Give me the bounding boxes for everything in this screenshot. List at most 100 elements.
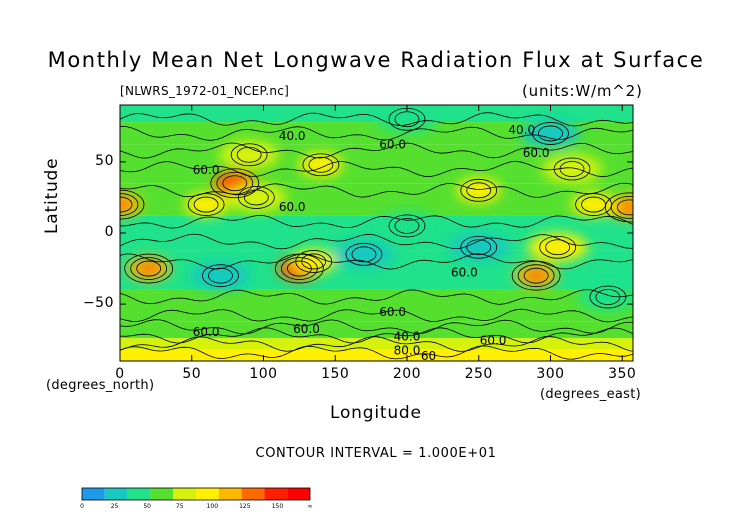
contour-line <box>120 253 633 270</box>
contour-ring <box>388 214 426 238</box>
colorbar-swatch <box>127 488 151 500</box>
contour-ring <box>120 196 133 213</box>
field-region <box>448 233 509 262</box>
field-region <box>219 140 280 169</box>
colorbar-swatch <box>82 488 105 500</box>
contour-ring <box>532 122 569 145</box>
contour-ring <box>345 242 383 266</box>
colorbar-tick-label: 0 <box>80 503 84 510</box>
contour-line <box>120 182 633 198</box>
contour-ring <box>605 192 633 223</box>
x-tick-label: 250 <box>464 366 493 382</box>
colorbar-tick-label: 50 <box>143 503 151 510</box>
x-tick-label: 150 <box>321 366 350 382</box>
colorbar-swatch <box>218 488 242 500</box>
colorbar-swatch <box>173 488 196 500</box>
contour-ring <box>595 289 621 305</box>
contour-label: 60.0 <box>379 137 406 151</box>
colorbar-swatch <box>264 488 288 500</box>
contour-ring <box>295 250 333 273</box>
contour-ring <box>575 193 612 216</box>
colorbar-swatch <box>196 488 219 500</box>
x-tick-label: 0 <box>115 366 125 382</box>
colorbar-swatch <box>150 488 174 500</box>
contour-line <box>120 289 633 305</box>
field-region <box>190 261 251 290</box>
contour-ring <box>460 235 498 259</box>
field-region <box>571 192 616 217</box>
colorbar-frame <box>81 487 311 501</box>
field-band <box>120 105 633 123</box>
contour-ring <box>611 196 633 219</box>
y-axis-title: Latitude <box>42 157 62 234</box>
contour-ring <box>243 189 269 206</box>
contour-line <box>120 142 633 159</box>
contour-labels: 40.0 40.0 60.0 60.0 60.0 60.0 60.0 60.0 60.0 60.0… <box>193 123 550 363</box>
field-region <box>542 155 603 183</box>
x-tick-label: 100 <box>249 366 278 382</box>
contour-ring <box>230 143 268 167</box>
contour-ring <box>553 157 591 181</box>
contour-line <box>120 308 633 323</box>
contour-ring <box>517 264 555 288</box>
contour-ring <box>466 182 492 199</box>
contour-line <box>120 335 633 352</box>
flux-field <box>120 105 633 361</box>
contour-ring <box>120 193 139 216</box>
field-region <box>184 192 229 217</box>
field-region <box>226 183 287 212</box>
contour-interval-text: CONTOUR INTERVAL = 1.000E+01 <box>255 446 497 461</box>
contour-ring <box>210 168 260 199</box>
x-tick-label: 50 <box>182 366 202 382</box>
contour-ring <box>394 217 420 234</box>
contour-ring <box>351 246 377 263</box>
y-unit-label: (degrees_north) <box>46 378 155 393</box>
contour-label: 40.0 <box>279 129 306 143</box>
field-region-core <box>137 262 160 275</box>
contour-ring <box>466 239 492 256</box>
contour-line <box>120 345 633 360</box>
x-tick-label: 350 <box>608 366 637 382</box>
contour-line <box>120 233 633 250</box>
contour-label: 80.0 <box>394 344 421 358</box>
field-band <box>120 338 633 350</box>
field-region-core <box>618 201 633 214</box>
colorbar-tick-label: 150 <box>271 503 284 510</box>
contour-label: 40.0 <box>394 329 421 343</box>
contour-ring <box>539 235 577 259</box>
contour-ring <box>208 267 233 284</box>
field-band <box>120 289 633 322</box>
field-region <box>520 119 581 148</box>
contour-ring <box>193 196 219 213</box>
y-tick-label: 50 <box>95 152 114 169</box>
field-region-core <box>120 198 131 211</box>
contour-line <box>120 126 633 141</box>
chart-subtitle: [NLWRS_1972-01_NCEP.nc] <box>120 84 290 98</box>
contour-ring <box>523 267 549 284</box>
contour-label: 60.0 <box>193 163 220 177</box>
contour-line <box>120 112 633 127</box>
x-axis-title: Longitude <box>330 403 422 423</box>
field-region <box>577 283 633 311</box>
contour-label: 60.0 <box>379 305 406 319</box>
contour-ring <box>545 239 571 256</box>
chart-title: Monthly Mean Net Longwave Radiation Flux… <box>47 48 705 72</box>
contour-ring <box>237 186 275 209</box>
contour-ring <box>394 111 420 128</box>
contour-line <box>120 160 633 178</box>
contour-ring <box>589 285 627 309</box>
contour-ring <box>124 253 174 284</box>
contour-label: 40.0 <box>508 123 535 137</box>
field-band <box>120 122 633 145</box>
axis-ticks <box>119 105 633 361</box>
colorbar-swatch <box>241 488 265 500</box>
contour-ring <box>187 193 225 216</box>
contour-ring <box>236 146 262 163</box>
contour-ring <box>301 253 327 270</box>
colorbar-tick-label: 25 <box>110 503 119 510</box>
contour-ring <box>617 199 633 216</box>
colorbar-swatch <box>104 488 128 500</box>
colorbar-tick-label: ∞ <box>307 503 313 510</box>
contour-label: 60.0 <box>193 325 220 339</box>
